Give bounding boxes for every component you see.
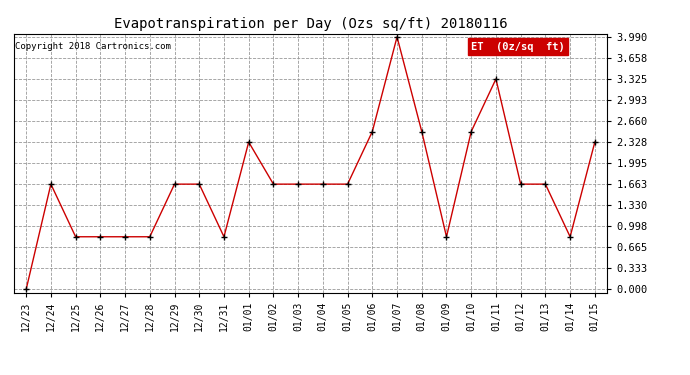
Text: Copyright 2018 Cartronics.com: Copyright 2018 Cartronics.com — [15, 42, 171, 51]
Text: ET  (0z/sq  ft): ET (0z/sq ft) — [471, 42, 564, 51]
Title: Evapotranspiration per Day (Ozs sq/ft) 20180116: Evapotranspiration per Day (Ozs sq/ft) 2… — [114, 17, 507, 31]
